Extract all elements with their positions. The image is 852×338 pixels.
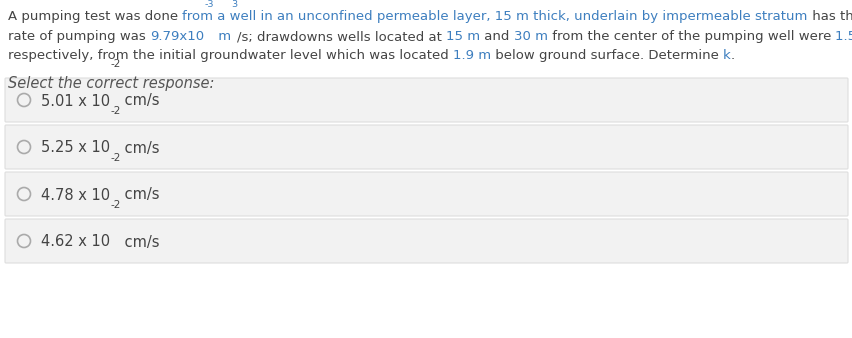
Text: cm/s: cm/s [120,188,160,202]
Text: -3: -3 [204,0,213,9]
Text: -2: -2 [110,106,120,116]
Text: 9.79x10: 9.79x10 [150,30,204,43]
Text: A pumping test was done: A pumping test was done [8,10,182,23]
Text: 30 m: 30 m [513,30,547,43]
Text: 5.01 x 10: 5.01 x 10 [41,94,110,108]
Text: 4.62 x 10: 4.62 x 10 [41,235,110,249]
FancyBboxPatch shape [5,172,847,216]
Text: has the following data:: has the following data: [807,10,852,23]
Text: cm/s: cm/s [120,235,160,249]
Text: -2: -2 [110,59,120,69]
Text: /s; drawdowns wells located at: /s; drawdowns wells located at [237,30,446,43]
Text: -2: -2 [110,200,120,210]
Text: and: and [480,30,513,43]
Text: from a well in an unconfined permeable layer, 15 m thick, underlain by impermeab: from a well in an unconfined permeable l… [182,10,807,23]
Text: rate of pumping was: rate of pumping was [8,30,150,43]
Text: -2: -2 [110,153,120,163]
Text: 5.25 x 10: 5.25 x 10 [41,141,110,155]
FancyBboxPatch shape [5,219,847,263]
Text: .: . [730,49,734,62]
Text: Select the correct response:: Select the correct response: [8,76,214,91]
Text: cm/s: cm/s [120,141,160,155]
FancyBboxPatch shape [5,78,847,122]
Text: respectively, from the initial groundwater level which was located: respectively, from the initial groundwat… [8,49,452,62]
Text: 15 m: 15 m [446,30,480,43]
Text: 1.9 m: 1.9 m [452,49,491,62]
FancyBboxPatch shape [5,125,847,169]
Text: m: m [213,30,231,43]
Text: cm/s: cm/s [120,94,160,108]
Text: from the center of the pumping well were: from the center of the pumping well were [547,30,834,43]
Text: 3: 3 [231,0,237,9]
Text: 1.5 m: 1.5 m [834,30,852,43]
Text: k: k [722,49,730,62]
Text: below ground surface. Determine: below ground surface. Determine [491,49,722,62]
Text: 4.78 x 10: 4.78 x 10 [41,188,110,202]
